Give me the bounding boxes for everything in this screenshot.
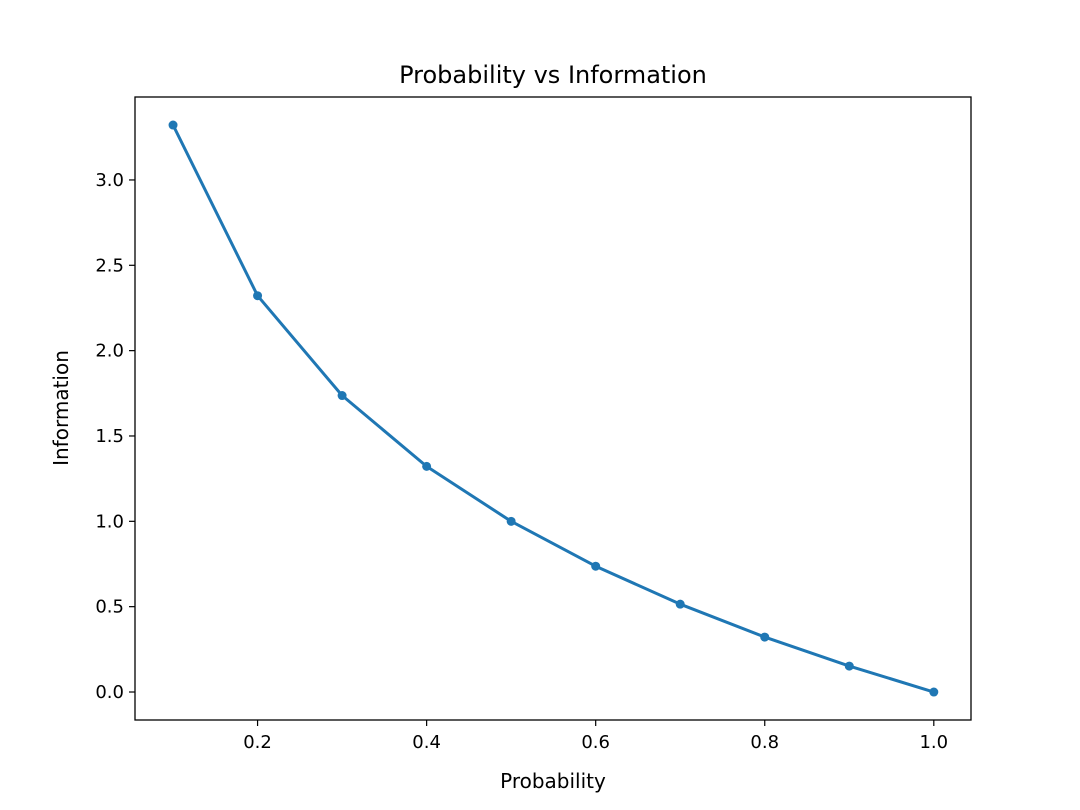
y-tick-label: 1.0 [95,511,124,532]
data-point [929,687,939,697]
x-tick-label: 0.8 [750,732,779,753]
axes-frame [134,96,972,721]
data-point [337,391,347,401]
y-tick-label: 2.5 [95,255,124,276]
data-point [675,599,685,609]
x-tick-label: 1.0 [919,732,948,753]
data-point [422,461,432,471]
x-tick-label: 0.4 [412,732,441,753]
x-tick-label: 0.6 [581,732,610,753]
series-line [171,124,935,694]
y-tick-label: 3.0 [95,170,124,191]
y-tick-label: 1.5 [95,426,124,447]
y-tick-label: 0.5 [95,597,124,618]
y-tick-label: 0.0 [95,682,124,703]
data-point [253,291,263,301]
y-axis-label: Information [49,350,73,466]
data-point [760,632,770,642]
data-point [591,561,601,571]
x-axis-label: Probability [500,769,606,793]
data-point [844,661,854,671]
x-tick-label: 0.2 [243,732,272,753]
data-point [506,516,516,526]
data-point [168,120,178,130]
y-tick-label: 2.0 [95,341,124,362]
chart-title: Probability vs Information [399,61,707,89]
